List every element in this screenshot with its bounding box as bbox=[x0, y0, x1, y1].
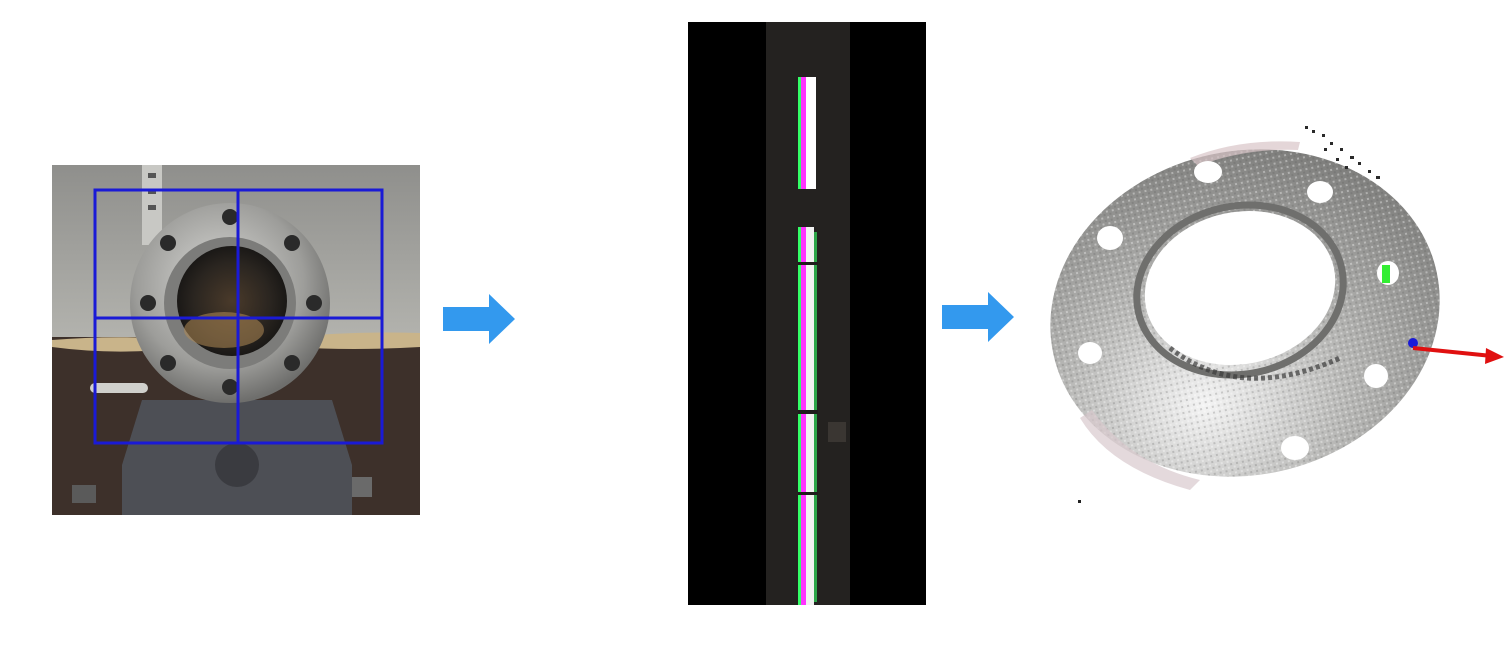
flange-photo bbox=[52, 165, 420, 515]
axis-origin bbox=[1408, 338, 1418, 348]
point-cloud-with-axis bbox=[1040, 118, 1506, 518]
projected-stripe-image bbox=[688, 22, 926, 605]
arrow-right-icon bbox=[443, 294, 515, 344]
grid-overlay bbox=[93, 188, 384, 445]
stripe-photo bbox=[688, 22, 926, 605]
input-image-with-grid bbox=[52, 165, 420, 515]
axis-x bbox=[1412, 346, 1493, 358]
arrow-right-icon bbox=[942, 292, 1014, 342]
point-cloud-render bbox=[1050, 126, 1504, 503]
